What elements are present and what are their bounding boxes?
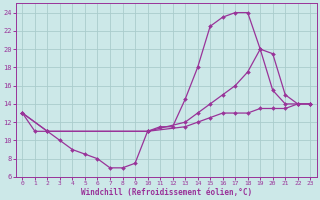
X-axis label: Windchill (Refroidissement éolien,°C): Windchill (Refroidissement éolien,°C) (81, 188, 252, 197)
